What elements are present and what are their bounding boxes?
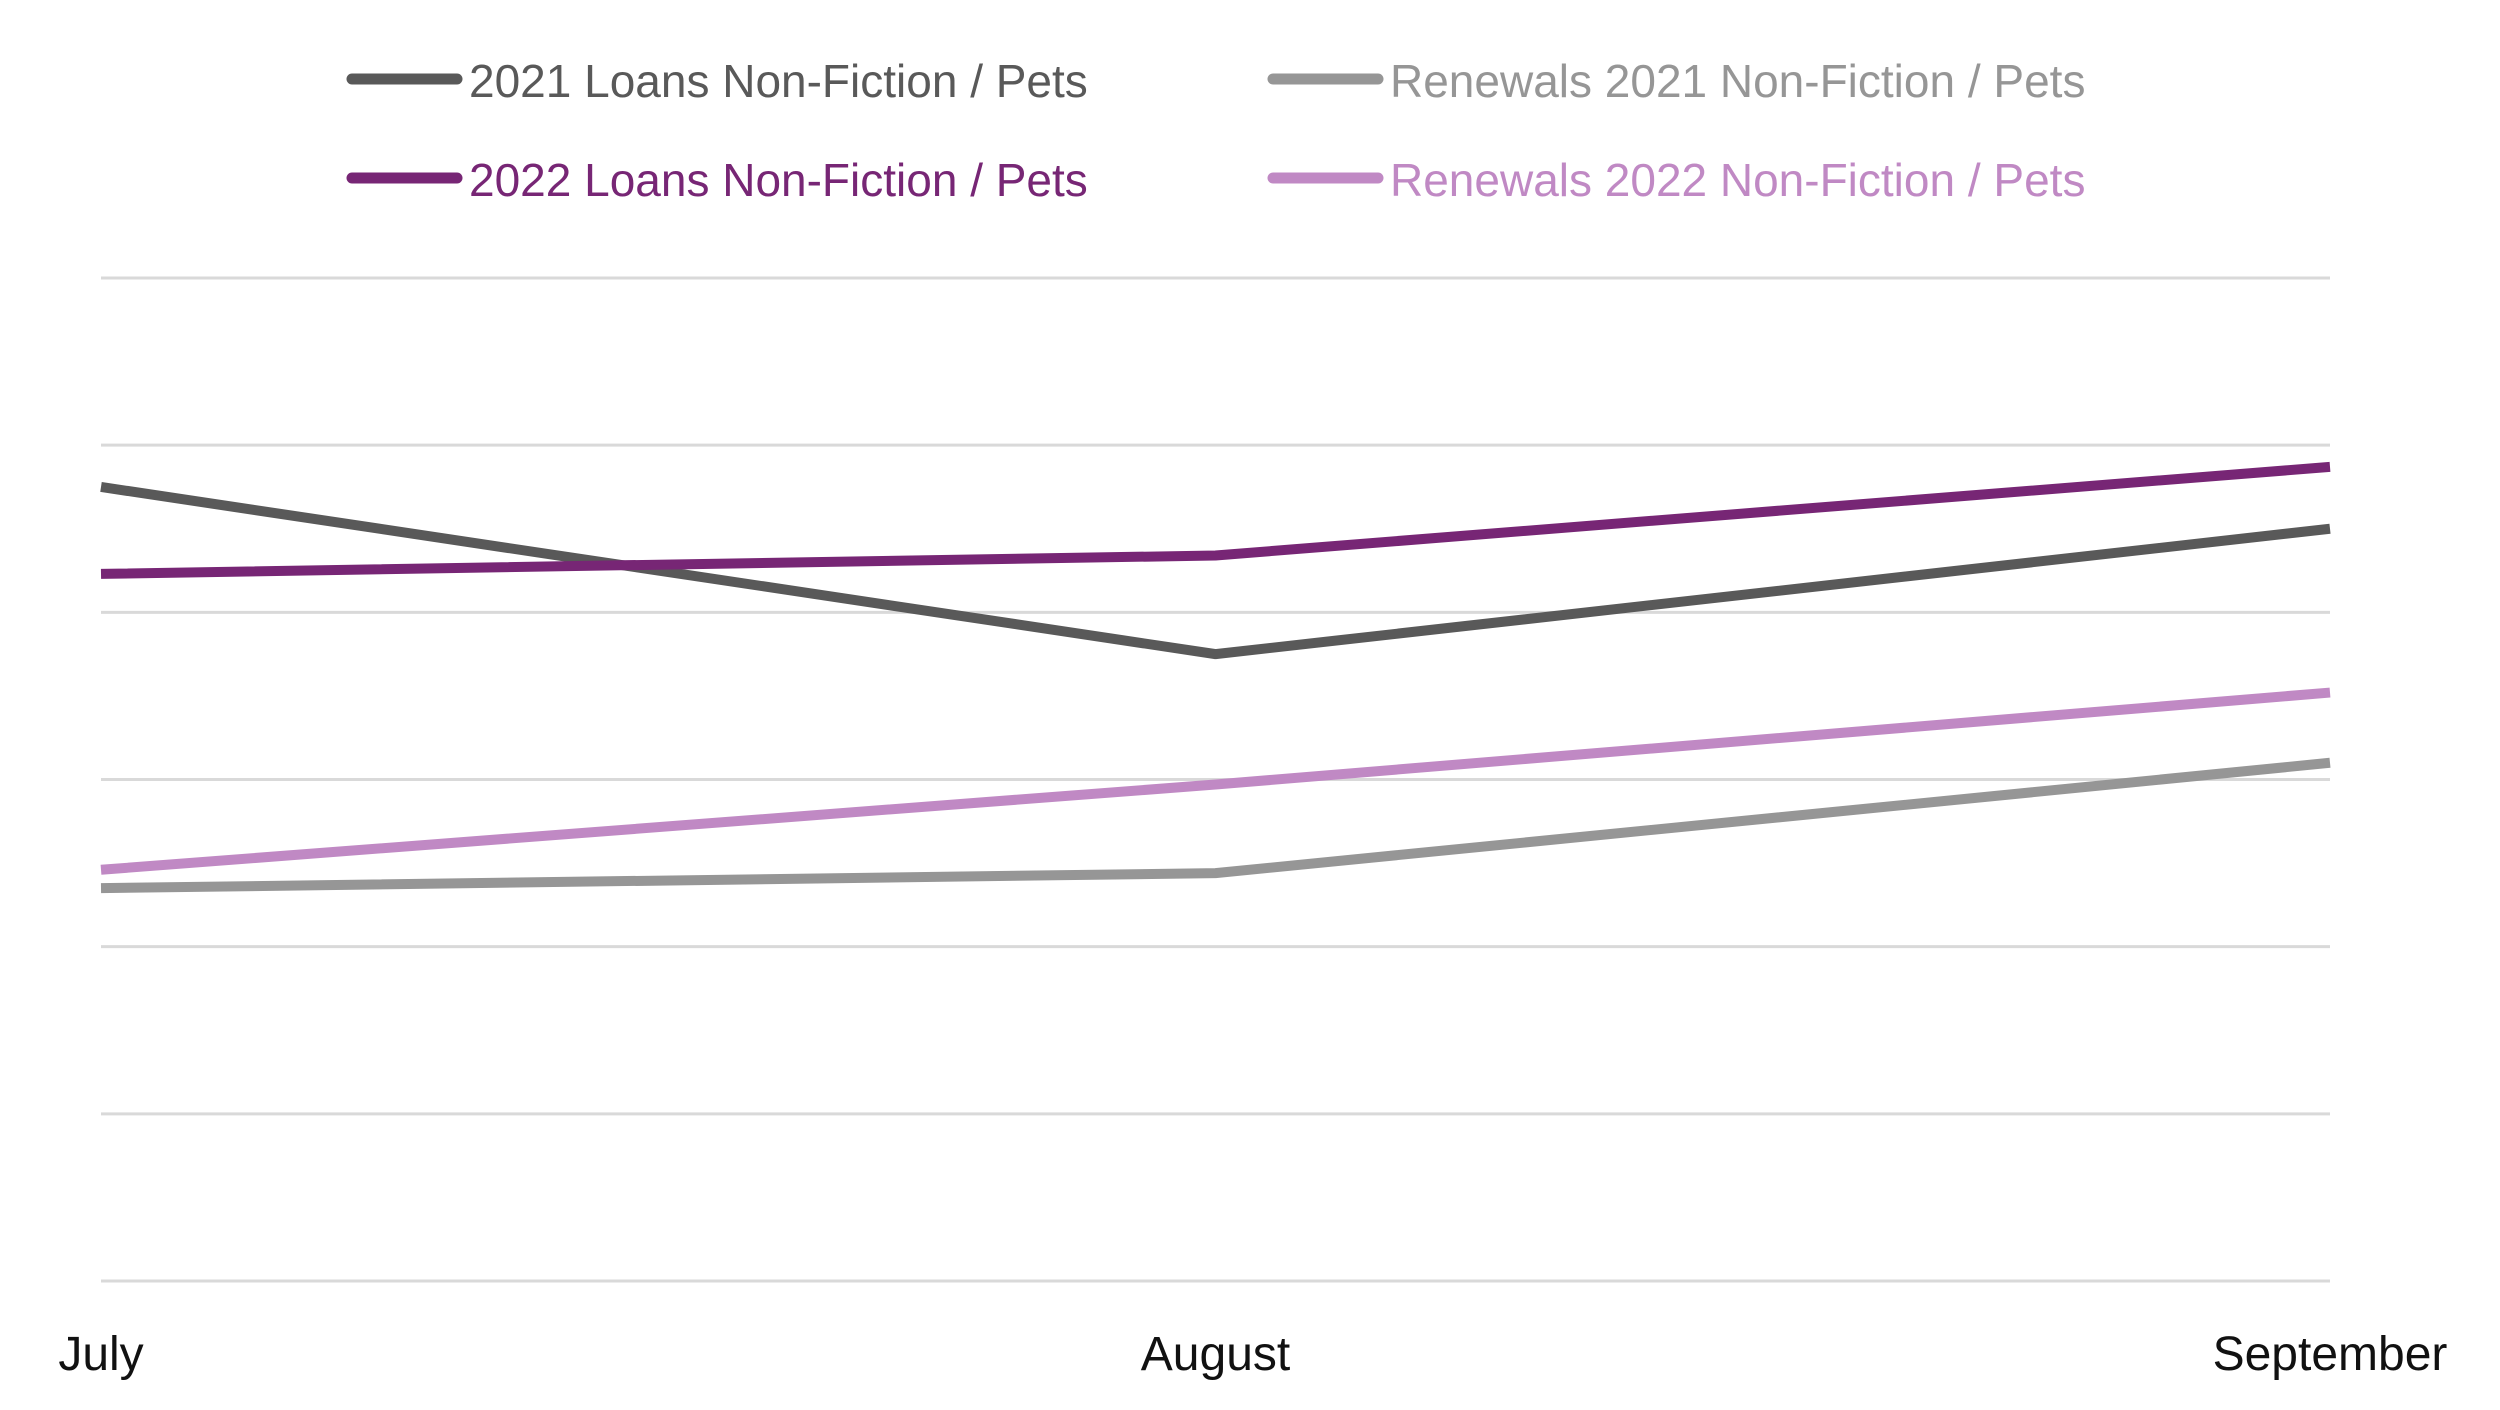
legend-item: 2022 Loans Non-Fiction / Pets	[346, 154, 1088, 206]
series-layer	[100, 461, 2331, 894]
legend-label: 2021 Loans Non-Fiction / Pets	[469, 55, 1088, 107]
legend: 2021 Loans Non-Fiction / Pets Renewals 20…	[346, 55, 2085, 206]
legend-label: 2022 Loans Non-Fiction / Pets	[469, 154, 1088, 206]
grid-layer	[101, 276, 2330, 1283]
legend-item: 2021 Loans Non-Fiction / Pets	[346, 55, 1088, 107]
series-line-4	[100, 687, 2331, 875]
x-tick-label: September	[2213, 1328, 2448, 1381]
legend-item: Renewals 2022 Non-Fiction / Pets	[1267, 154, 2085, 206]
x-tick-label: July	[58, 1328, 143, 1381]
series-line-1	[100, 482, 2331, 660]
legend-label: Renewals 2021 Non-Fiction / Pets	[1390, 55, 2085, 107]
series-line-2	[100, 757, 2331, 894]
legend-item: Renewals 2021 Non-Fiction / Pets	[1267, 55, 2085, 107]
x-axis-ticks: July August September	[58, 1328, 2447, 1381]
legend-label: Renewals 2022 Non-Fiction / Pets	[1390, 154, 2085, 206]
series-line-3	[100, 461, 2331, 579]
x-tick-label: August	[1141, 1328, 1290, 1381]
